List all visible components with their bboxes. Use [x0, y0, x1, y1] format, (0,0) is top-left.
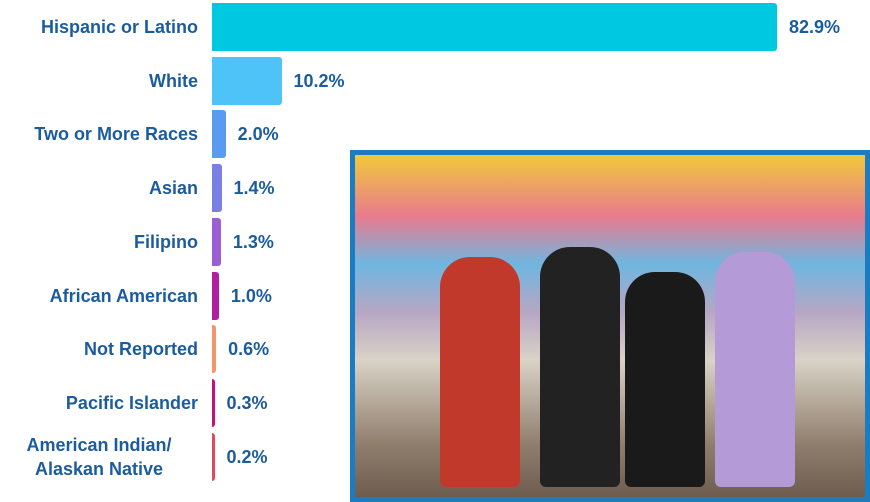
bar: [212, 433, 215, 481]
category-label: Two or More Races: [0, 122, 198, 146]
photo-figure: [625, 272, 705, 487]
photo: [350, 150, 870, 502]
bar: [212, 164, 222, 212]
photo-figure: [715, 252, 795, 487]
category-label: White: [0, 69, 198, 93]
category-label: American Indian/ Alaskan Native: [0, 433, 198, 481]
value-label: 1.0%: [231, 284, 272, 308]
value-label: 82.9%: [789, 15, 840, 39]
category-label: Pacific Islander: [0, 391, 198, 415]
chart: Hispanic or Latino 82.9% White 10.2% Two or …: [0, 0, 870, 502]
bar: [212, 272, 219, 320]
photo-figure: [440, 257, 520, 487]
value-label: 0.3%: [227, 391, 268, 415]
category-label: Not Reported: [0, 337, 198, 361]
value-label: 1.3%: [233, 230, 274, 254]
bar: [212, 325, 216, 373]
value-label: 2.0%: [238, 122, 279, 146]
value-label: 1.4%: [234, 176, 275, 200]
category-label: African American: [0, 284, 198, 308]
value-label: 10.2%: [294, 69, 345, 93]
bar: [212, 379, 215, 427]
category-label: Filipino: [0, 230, 198, 254]
bar: [212, 218, 221, 266]
photo-figure: [540, 247, 620, 487]
category-label: Hispanic or Latino: [0, 15, 198, 39]
bar: [212, 57, 282, 105]
value-label: 0.6%: [228, 337, 269, 361]
bar: [212, 3, 777, 51]
bar: [212, 110, 226, 158]
category-label: Asian: [0, 176, 198, 200]
value-label: 0.2%: [227, 445, 268, 469]
